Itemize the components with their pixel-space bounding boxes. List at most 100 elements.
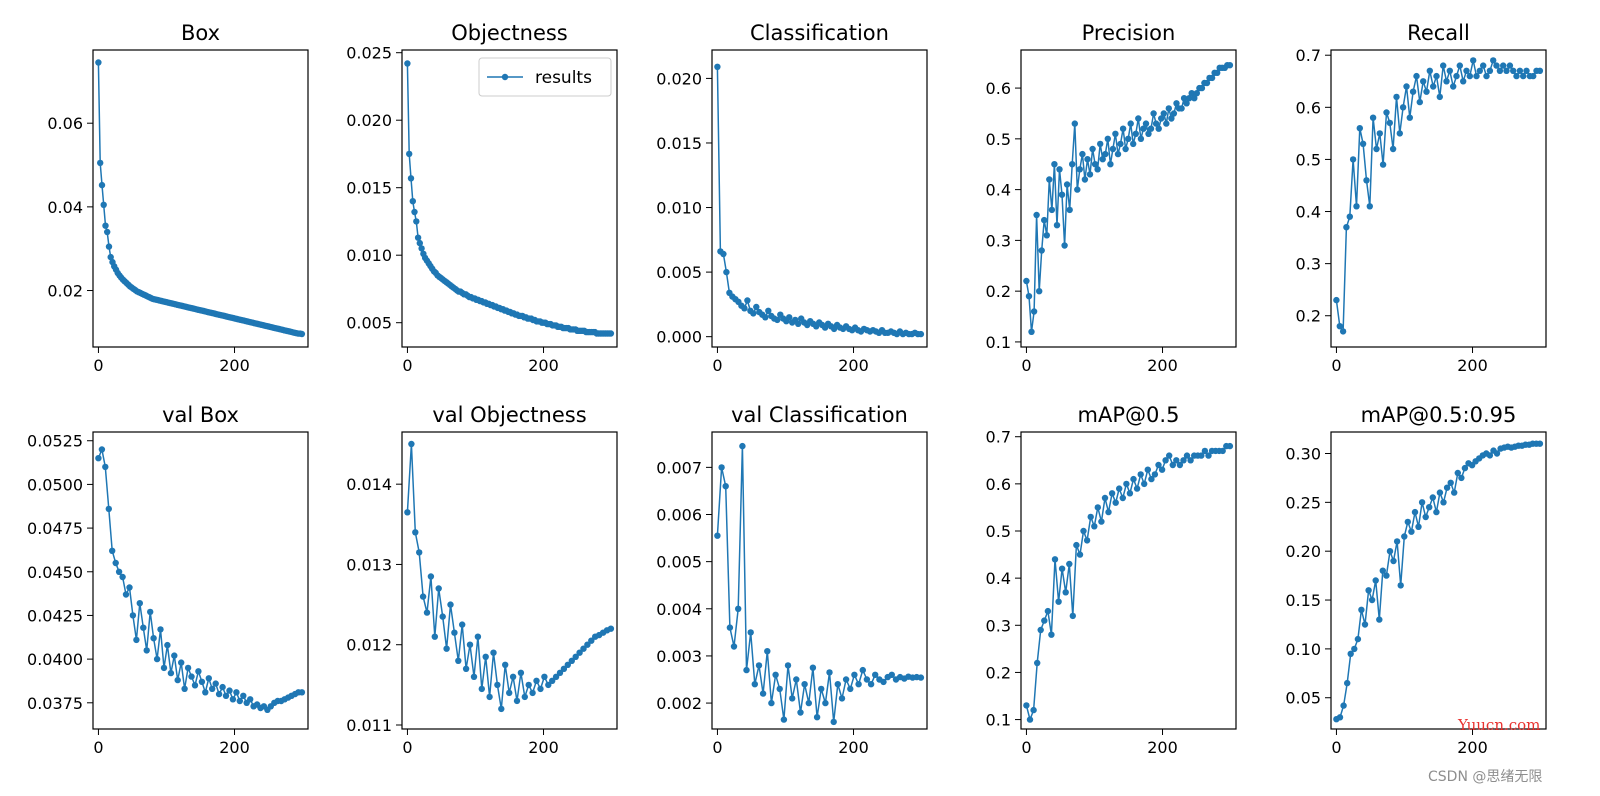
data-point [1130,475,1137,483]
x-tick-label: 200 [528,738,559,757]
data-point [1173,100,1180,107]
y-tick-label: 0.002 [656,694,702,713]
y-tick-label: 0.020 [656,69,702,88]
data-point [830,718,837,726]
plot-frame [1330,431,1547,730]
y-tick-label: 0.0425 [27,606,83,625]
data-point [1486,67,1494,75]
y-tick-label: 0.0450 [27,563,83,582]
data-point [552,673,560,680]
data-point [1094,166,1101,173]
data-point [506,689,513,697]
data-point [576,649,583,656]
data-point [1426,504,1433,511]
data-point [1056,166,1063,173]
data-point [1062,589,1069,596]
y-tick-label: 0.006 [656,506,702,525]
data-point [240,692,247,699]
data-point [1466,72,1474,80]
data-point [1152,120,1160,127]
x-tick-label: 0 [1331,738,1341,757]
data-point [413,218,420,225]
data-point [1379,567,1387,574]
data-point [1520,72,1527,80]
data-point [105,505,113,513]
data-point [1346,213,1354,220]
data-point [774,316,781,324]
series-line [716,446,921,722]
data-point [1470,57,1477,64]
data-point [233,689,240,696]
data-point [198,678,206,685]
data-point [1198,452,1205,459]
data-point [1033,211,1040,219]
data-point [1069,161,1076,168]
data-point [1168,115,1175,122]
data-point [851,671,858,678]
data-point [229,696,237,703]
chart-precision: Precision 0 200 0.1 0.2 0.3 0.4 0.5 0.6 [986,21,1237,375]
data-point [215,690,223,698]
data-point [564,661,571,668]
plot-frame [401,431,618,730]
x-tick-label: 0 [93,738,103,757]
data-point [1476,67,1484,75]
data-point [435,585,442,592]
data-point [1101,494,1109,502]
data-point [1359,140,1367,147]
data-point [1165,105,1173,112]
data-point [842,676,850,683]
data-point [1461,464,1469,472]
data-point [755,662,763,669]
data-point [1140,125,1147,132]
data-point [1433,508,1440,516]
data-point [1160,110,1168,117]
data-point [765,307,772,314]
data-point [1536,440,1544,447]
data-point [195,668,202,675]
data-point [1339,328,1347,335]
y-tick-label: 0.0400 [27,650,83,669]
data-point [502,661,509,668]
series-line [97,62,303,335]
data-point [780,716,788,723]
data-point [1369,114,1377,121]
data-point [1023,702,1030,709]
data-point [486,693,493,701]
y-tick-label: 0.1 [986,333,1011,352]
data-point [1094,504,1102,511]
data-point [1048,206,1056,214]
data-point [1365,587,1372,594]
data-point [1413,72,1420,80]
data-point [1144,466,1152,473]
y-tick-label: 0.005 [656,263,702,282]
data-point [1208,74,1216,82]
data-point [439,613,446,620]
y-tick-label: 0.2 [986,282,1011,301]
chart-title: val Objectness [432,403,586,427]
data-point [750,310,757,317]
data-point [525,681,532,689]
data-point [1107,161,1114,168]
data-point [100,201,107,208]
data-point [1162,457,1169,464]
data-point [164,641,171,649]
data-point [1145,130,1152,137]
data-point [1051,556,1059,563]
data-point [1333,296,1340,304]
data-point [786,314,793,321]
y-tick-label: 0.15 [1285,591,1321,610]
chart-title: val Box [162,403,239,427]
data-point [1148,475,1155,483]
data-point [1429,494,1437,501]
data-point [797,709,804,716]
x-tick-label: 0 [1331,356,1341,375]
data-point [1151,471,1159,478]
y-tick-label: 0.005 [656,553,702,572]
data-point [1097,140,1104,148]
data-point [1155,461,1162,469]
data-point [1390,557,1397,565]
data-point [1440,499,1447,506]
data-point [1081,176,1089,183]
data-point [209,685,216,692]
